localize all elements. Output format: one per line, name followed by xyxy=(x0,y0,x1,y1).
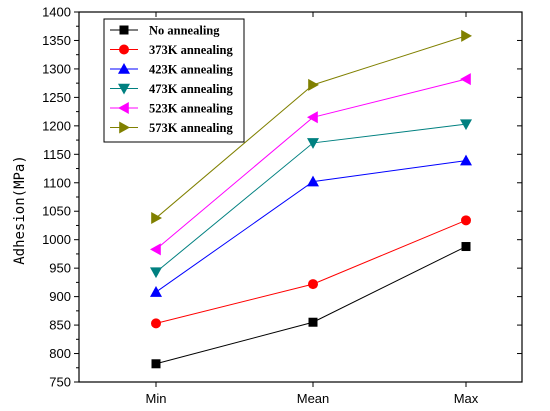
legend-entry: 373K annealing xyxy=(110,43,233,57)
data-point xyxy=(308,279,318,290)
legend-label: 373K annealing xyxy=(149,43,233,57)
legend-marker xyxy=(118,63,130,74)
legend-marker xyxy=(119,44,129,55)
y-tick-label: 1350 xyxy=(42,33,71,48)
legend-entry: 573K annealing xyxy=(110,121,233,135)
y-tick-label: 800 xyxy=(49,346,71,361)
x-tick-label: Min xyxy=(146,391,167,406)
y-tick-label: 1050 xyxy=(42,204,71,219)
legend-entry: 423K annealing xyxy=(110,63,233,77)
y-tick-label: 850 xyxy=(49,318,71,333)
data-point xyxy=(150,267,162,279)
legend-entry: No annealing xyxy=(110,24,220,38)
series-3 xyxy=(150,154,472,297)
legend-label: 473K annealing xyxy=(149,82,233,96)
data-point xyxy=(151,318,161,329)
series-2 xyxy=(151,215,471,329)
y-tick-label: 1250 xyxy=(42,90,71,105)
series-6 xyxy=(151,29,472,225)
data-point xyxy=(307,111,318,124)
data-point xyxy=(151,359,161,369)
x-tick-label: Mean xyxy=(297,391,330,406)
legend-marker xyxy=(118,102,129,114)
data-point xyxy=(308,317,318,327)
series-5 xyxy=(150,73,471,256)
y-axis: 750 800 850 900 950 1000 1050 1100 1150 1200 1250 1… xyxy=(42,5,522,390)
y-tick-label: 1200 xyxy=(42,118,71,133)
legend-label: 573K annealing xyxy=(149,121,233,135)
y-tick-label: 1100 xyxy=(43,175,71,190)
legend-marker xyxy=(119,121,130,134)
y-axis-title: Adhesion(MPa) xyxy=(12,155,28,265)
x-tick-label: Max xyxy=(454,391,479,406)
legend-label: No annealing xyxy=(149,24,220,38)
legend-entry: 473K annealing xyxy=(110,82,233,96)
data-point xyxy=(307,175,319,187)
y-tick-label: 1300 xyxy=(42,61,71,76)
data-point xyxy=(461,215,471,226)
legend-marker xyxy=(119,25,129,35)
series-1 xyxy=(151,242,471,369)
data-point xyxy=(307,138,319,149)
series-line xyxy=(155,123,467,273)
y-tick-label: 900 xyxy=(49,289,71,304)
data-point xyxy=(308,78,319,91)
y-tick-label: 1400 xyxy=(42,5,71,20)
series-4 xyxy=(150,119,472,279)
data-point xyxy=(460,73,471,86)
legend: No annealing 373K annealing 423K annealing… xyxy=(103,18,245,143)
legend-box xyxy=(103,18,245,143)
y-tick-label: 1000 xyxy=(42,232,71,247)
series-layer xyxy=(150,29,472,369)
legend-marker xyxy=(118,83,130,95)
y-tick-label: 750 xyxy=(49,375,71,390)
data-point xyxy=(150,286,162,297)
data-point xyxy=(461,242,471,252)
series-line xyxy=(155,246,467,365)
x-axis: Min Mean Max xyxy=(146,12,479,406)
legend-entry: 523K annealing xyxy=(110,102,233,116)
series-line xyxy=(155,219,467,324)
data-point xyxy=(461,29,472,42)
data-point xyxy=(150,243,161,256)
legend-label: 523K annealing xyxy=(149,102,233,116)
data-point xyxy=(460,119,472,131)
y-tick-label: 1150 xyxy=(43,147,71,162)
data-point xyxy=(460,154,472,166)
y-tick-label: 950 xyxy=(49,261,71,276)
data-point xyxy=(151,212,162,225)
legend-label: 423K annealing xyxy=(149,63,233,77)
